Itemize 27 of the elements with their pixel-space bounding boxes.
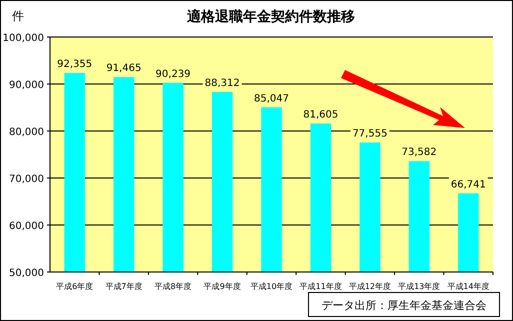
y-tick-label: 60,000 [9, 221, 44, 232]
text: データ出所：厚生年金基金連合会 [322, 299, 486, 312]
data-label: 88,312 [204, 78, 240, 89]
y-tick-label: 100,000 [2, 33, 44, 44]
x-tick-label: 平成9年度 [204, 282, 241, 291]
data-label: 81,605 [303, 109, 338, 120]
x-tick-label: 平成11年度 [300, 282, 342, 291]
chart-title: 適格退職年金契約件数推移 [186, 8, 355, 25]
x-tick-label: 平成6年度 [56, 282, 94, 291]
data-label: 85,047 [254, 93, 289, 104]
x-tick-label: 平成12年度 [348, 282, 392, 291]
y-axis-title: 件 [12, 9, 24, 23]
data-label: 66,741 [450, 179, 486, 190]
data-label: 77,555 [352, 128, 388, 140]
x-tick-label: 平成8年度 [154, 282, 192, 291]
x-tick-label: 平成7年度 [105, 282, 142, 291]
data-label: 91,465 [106, 63, 142, 74]
data-label: 92,355 [57, 58, 92, 70]
data-label: 90,239 [156, 68, 191, 80]
y-tick-label: 50,000 [9, 268, 44, 279]
x-tick-label: 平成14年度 [447, 282, 490, 291]
y-tick-label: 70,000 [9, 174, 44, 185]
x-tick-label: 平成10年度 [250, 282, 293, 291]
y-tick-label: 90,000 [9, 80, 44, 91]
x-tick-label: 平成13年度 [398, 282, 440, 291]
y-tick-label: 80,000 [9, 127, 44, 138]
data-label: 73,582 [402, 147, 437, 158]
